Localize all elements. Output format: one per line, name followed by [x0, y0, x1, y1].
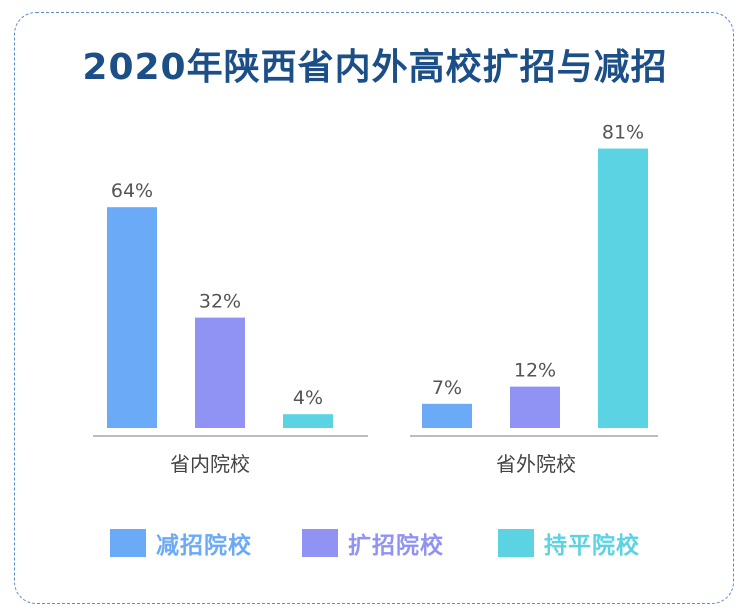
- bar: [195, 317, 245, 428]
- data-label: 64%: [111, 180, 153, 202]
- legend-item: 扩招院校: [302, 526, 444, 560]
- bar: [510, 386, 560, 428]
- category-label: 省内院校: [170, 452, 250, 476]
- chart-card: [14, 12, 734, 604]
- chart-title: 2020年陕西省内外高校扩招与减招: [82, 47, 668, 88]
- legend-swatch: [498, 529, 534, 557]
- bar: [283, 414, 333, 428]
- legend-label: 减招院校: [156, 533, 252, 559]
- data-label: 12%: [514, 360, 556, 382]
- legend-label: 持平院校: [544, 533, 640, 559]
- legend-label: 扩招院校: [348, 533, 444, 559]
- data-label: 32%: [199, 291, 241, 313]
- bar: [598, 148, 648, 429]
- data-label: 7%: [432, 377, 462, 399]
- data-label: 4%: [293, 387, 323, 409]
- legend-swatch: [110, 529, 146, 557]
- legend-item: 持平院校: [498, 526, 640, 560]
- legend-item: 减招院校: [110, 526, 252, 560]
- data-label: 81%: [602, 122, 644, 144]
- bar: [422, 403, 472, 428]
- legend-swatch: [302, 529, 338, 557]
- bar: [107, 207, 157, 428]
- category-label: 省外院校: [496, 452, 576, 476]
- legend: 减招院校 扩招院校 持平院校: [0, 526, 750, 560]
